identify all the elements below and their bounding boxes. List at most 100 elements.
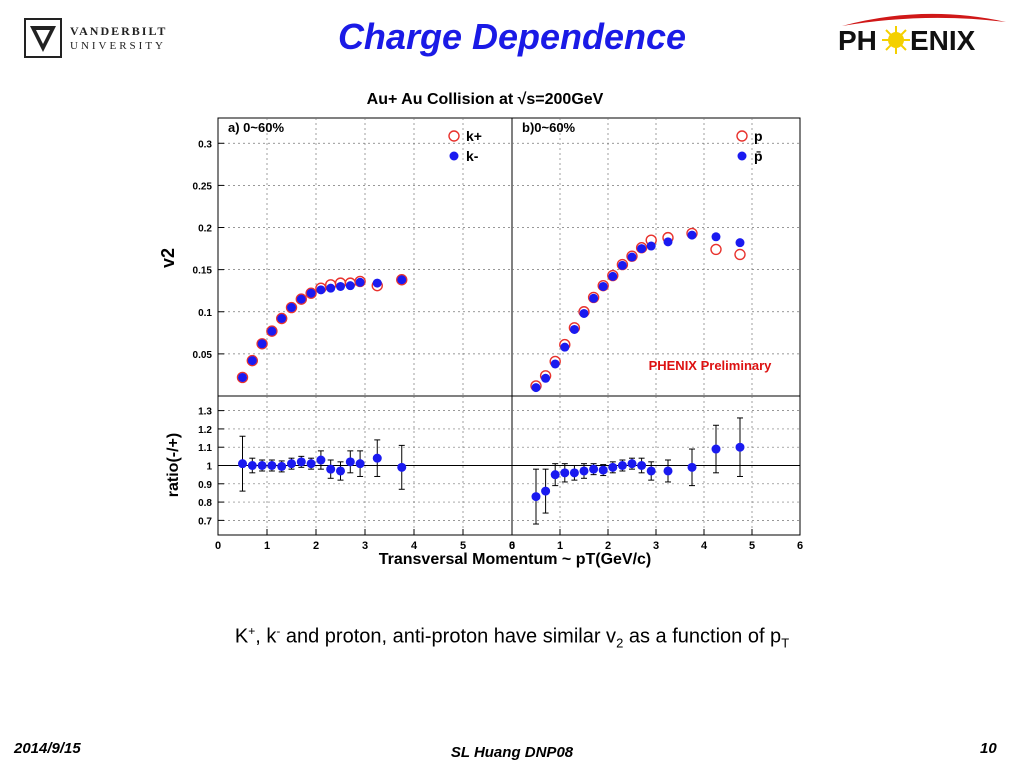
y-tick-label: 0.8 [198, 498, 212, 509]
data-point-k- [257, 339, 267, 349]
chart-title: Au+ Au Collision at √s=200GeV [367, 91, 604, 108]
y-tick-label: 0.25 [193, 181, 213, 192]
data-point-p̄ [646, 241, 656, 251]
y-tick-label: 1.3 [198, 407, 212, 418]
x-tick-label: 6 [797, 540, 803, 552]
data-point-k+ [266, 325, 278, 337]
legend-label: k- [466, 148, 479, 164]
data-point-k- [355, 277, 365, 287]
data-point-p̄ [711, 232, 721, 242]
ratio-point [711, 444, 721, 454]
x-tick-label: 5 [749, 540, 755, 552]
ratio-point [397, 462, 407, 472]
caption-sep: , k [255, 625, 277, 648]
y-tick-label: 1.2 [198, 425, 212, 436]
logo-text-before: PH [838, 25, 877, 56]
data-point-p̄ [560, 342, 570, 352]
data-point-p̄ [579, 308, 589, 318]
caption-end: as a function of p [623, 625, 782, 648]
data-point-k- [296, 294, 306, 304]
y-tick-label: 0.9 [198, 480, 212, 491]
data-point-k- [267, 326, 277, 336]
x-tick-label: 3 [362, 540, 368, 552]
logo-line1: VANDERBILT [70, 24, 168, 38]
legend-label: k+ [466, 128, 482, 144]
data-point-p̄ [627, 252, 637, 262]
y-tick-label: 0.05 [193, 350, 213, 361]
x-tick-label: 4 [701, 540, 708, 552]
y-tick-label: 0.3 [198, 139, 212, 150]
phenix-logo: PH ENIX [838, 13, 1006, 56]
slide-caption: K+, k- and proton, anti-proton have simi… [0, 624, 1024, 651]
ratio-point [687, 462, 697, 472]
data-point-p̄ [569, 324, 579, 334]
data-point-k- [238, 372, 247, 382]
logo-swoosh [842, 13, 1006, 26]
slide-title: Charge Dependence [337, 16, 687, 57]
x-tick-label: 4 [411, 540, 418, 552]
data-point-p̄ [617, 260, 627, 270]
data-point-k- [326, 283, 336, 293]
ratio-point [372, 453, 382, 463]
x-tick-label: 5 [460, 540, 466, 552]
annotation-phenix-preliminary: PHENIX Preliminary [649, 358, 773, 373]
y-tick-label: 0.1 [198, 308, 212, 319]
ratio-point [569, 468, 579, 478]
y-tick-label: 0.15 [193, 266, 213, 277]
ratio-point [316, 455, 326, 465]
ratio-point [277, 461, 287, 471]
y-tick-label: 0.7 [198, 516, 212, 527]
x-tick-label: 2 [605, 540, 611, 552]
ratio-point [531, 492, 541, 502]
data-point-k- [336, 281, 345, 291]
footer-author: SL Huang DNP08 [450, 744, 574, 761]
ratio-point [560, 468, 570, 478]
data-point-k- [397, 275, 407, 285]
data-point-k+ [285, 301, 298, 314]
panel-label: a) 0~60% [228, 120, 284, 135]
panel-label: b)0~60% [522, 120, 576, 135]
data-point-p̄ [589, 293, 599, 303]
data-point-k- [247, 356, 257, 366]
data-point-p̄ [550, 359, 560, 369]
y-tick-label: 0.2 [198, 224, 212, 235]
ratio-point [267, 461, 277, 470]
ratio-point [608, 462, 618, 472]
data-point-p̄ [637, 244, 647, 254]
x-tick-label: 1 [264, 540, 270, 552]
v2-chart: Au+ Au Collision at √s=200GeV 0 1 2 3 4 5 6 a) 0… [158, 91, 803, 568]
footer-date: 2014/9/15 [14, 740, 81, 757]
ratio-point [637, 461, 647, 470]
data-point-k+ [275, 312, 288, 325]
caption-k-sup: + [248, 624, 256, 638]
data-point-p̄ [687, 230, 697, 240]
data-point-k- [345, 281, 355, 291]
legend-label: p [754, 128, 763, 144]
data-point-k- [306, 288, 316, 298]
legend-marker-open [448, 130, 460, 142]
data-point-k+ [305, 287, 317, 299]
logo-line2: UNIVERSITY [70, 40, 166, 52]
data-point-k+ [295, 293, 308, 305]
data-point-k- [316, 285, 326, 295]
y-axis-label-ratio: ratio(-/+) [165, 433, 182, 497]
ratio-point [627, 459, 637, 469]
ratio-point [238, 459, 247, 469]
ratio-point [617, 461, 627, 470]
data-point-k- [372, 278, 382, 288]
data-point-p̄ [735, 238, 745, 248]
vanderbilt-shield-icon [24, 18, 62, 58]
legend-marker-filled [449, 151, 459, 161]
data-point-p̄ [598, 281, 608, 291]
x-tick-label: 2 [313, 540, 319, 552]
ratio-point [296, 457, 306, 467]
ratio-point [550, 470, 560, 480]
ratio-point [355, 459, 365, 469]
ratio-point [735, 442, 745, 452]
chart-area: Au+ Au Collision at √s=200GeV 0 1 2 3 4 5 6 a) 0… [150, 80, 820, 580]
x-tick-label: 6 [509, 540, 515, 552]
ratio-point [598, 465, 608, 475]
caption-k: K [234, 625, 249, 648]
ratio-point [326, 464, 336, 474]
ratio-point [646, 466, 656, 476]
